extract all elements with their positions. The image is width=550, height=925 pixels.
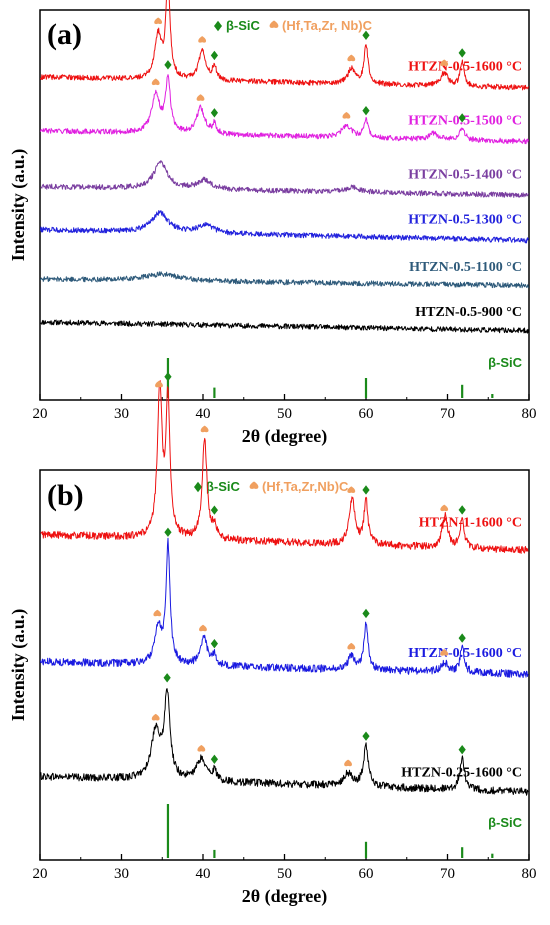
xrd-pattern-line xyxy=(40,319,529,334)
sic-peak-marker xyxy=(458,633,466,643)
sic-peak-marker xyxy=(163,673,171,683)
carbide-peak-marker xyxy=(342,111,351,119)
sic-peak-marker xyxy=(362,608,370,619)
legend-carbide-label: (Hf,Ta,Zr,Nb)C xyxy=(262,479,349,494)
carbide-peak-marker xyxy=(199,624,207,632)
xrd-pattern-line xyxy=(39,210,529,244)
series-label: HTZN-0.5-1400 °C xyxy=(408,167,522,182)
xrd-pattern-line xyxy=(40,160,529,198)
reference-label: β-SiC xyxy=(488,355,523,370)
carbide-peak-marker xyxy=(440,59,449,67)
carbide-peak-marker xyxy=(151,78,160,86)
x-tick-label: 40 xyxy=(196,406,211,422)
carbide-peak-marker xyxy=(347,54,356,62)
legend-sic-marker xyxy=(214,20,222,32)
carbide-peak-marker xyxy=(347,642,356,650)
sic-peak-marker xyxy=(164,60,172,70)
panel-tag: (b) xyxy=(47,479,84,512)
x-tick-label: 80 xyxy=(522,406,537,422)
series-label: HTZN-0.5-1600 °C xyxy=(408,60,522,75)
sic-peak-marker xyxy=(458,48,466,58)
sic-peak-marker xyxy=(210,50,219,61)
series-label: HTZN-0.5-900 °C xyxy=(415,305,522,320)
legend-carbide-marker xyxy=(249,481,259,489)
x-tick-label: 70 xyxy=(440,866,455,882)
carbide-peak-marker xyxy=(155,380,163,388)
sic-peak-marker xyxy=(210,754,219,764)
x-tick-label: 70 xyxy=(440,406,455,422)
panel-tag: (a) xyxy=(47,18,82,51)
panel-a-chart: 20 30 40 50 60 70 80 2θ (degree) Intensity (a.u.… xyxy=(8,0,537,447)
sic-peak-marker xyxy=(164,372,172,382)
xrd-pattern-line xyxy=(39,537,529,678)
legend-carbide-label: (Hf,Ta,Zr, Nb)C xyxy=(282,18,373,33)
sic-peak-marker xyxy=(458,113,466,123)
x-tick-label: 60 xyxy=(359,866,374,882)
reference-label: β-SiC xyxy=(488,815,523,830)
x-tick-label: 80 xyxy=(522,866,537,882)
sic-peak-marker xyxy=(362,30,370,40)
xrd-pattern-line xyxy=(39,271,529,289)
legend-sic-marker xyxy=(194,481,202,493)
sic-peak-marker xyxy=(164,527,172,537)
sic-peak-marker xyxy=(210,638,219,649)
series-label: HTZN-0.5-1500 °C xyxy=(408,113,522,128)
x-tick-label: 60 xyxy=(359,406,374,422)
panel-b-chart: 20 30 40 50 60 70 80 2θ (degree) Intensity (a.u.… xyxy=(8,372,537,907)
xrd-pattern-line xyxy=(40,380,529,554)
x-tick-label: 50 xyxy=(277,866,292,882)
sic-peak-marker xyxy=(458,505,466,515)
legend-sic-label: β-SiC xyxy=(206,479,241,494)
x-tick-label: 30 xyxy=(114,406,129,422)
series-label: HTZN-0.5-1100 °C xyxy=(409,260,522,275)
legend: β-SiC (Hf,Ta,Zr,Nb)C xyxy=(194,479,349,494)
x-axis-title: 2θ (degree) xyxy=(242,886,328,907)
carbide-peak-marker xyxy=(151,713,160,721)
legend-carbide-marker xyxy=(269,20,279,28)
y-axis-title: Intensity (a.u.) xyxy=(8,149,29,262)
series-label: HTZN-0.5-1600 °C xyxy=(408,646,522,661)
sic-peak-marker xyxy=(362,105,370,116)
x-axis-title: 2θ (degree) xyxy=(242,426,328,447)
carbide-peak-marker xyxy=(196,94,205,101)
series-label: HTZN-0.5-1300 °C xyxy=(408,212,522,227)
carbide-peak-marker xyxy=(200,425,209,433)
sic-peak-marker xyxy=(210,108,219,118)
legend-sic-label: β-SiC xyxy=(226,18,261,33)
sic-peak-marker xyxy=(362,731,370,741)
carbide-peak-marker xyxy=(197,744,206,752)
y-axis-title: Intensity (a.u.) xyxy=(8,609,29,722)
sic-peak-marker xyxy=(458,744,466,755)
legend: β-SiC (Hf,Ta,Zr, Nb)C xyxy=(214,18,373,33)
x-tick-label: 40 xyxy=(196,866,211,882)
carbide-peak-marker xyxy=(347,486,356,493)
xrd-pattern-line xyxy=(39,688,529,796)
xrd-pattern-line xyxy=(39,74,529,145)
x-tick-label: 50 xyxy=(277,406,292,422)
carbide-peak-marker xyxy=(153,609,162,617)
x-tick-label: 30 xyxy=(114,866,129,882)
sic-peak-marker xyxy=(362,485,370,495)
carbide-peak-marker xyxy=(440,649,449,656)
series-label: HTZN-1-1600 °C xyxy=(419,516,522,531)
x-tick-label: 20 xyxy=(33,866,48,882)
carbide-peak-marker xyxy=(198,36,207,43)
series-label: HTZN-0.25-1600 °C xyxy=(401,765,522,780)
sic-peak-marker xyxy=(210,505,219,515)
xrd-pattern-line xyxy=(39,0,529,91)
carbide-peak-marker xyxy=(154,17,163,25)
carbide-peak-marker xyxy=(440,504,449,512)
x-tick-label: 20 xyxy=(33,406,48,422)
carbide-peak-marker xyxy=(344,759,352,767)
